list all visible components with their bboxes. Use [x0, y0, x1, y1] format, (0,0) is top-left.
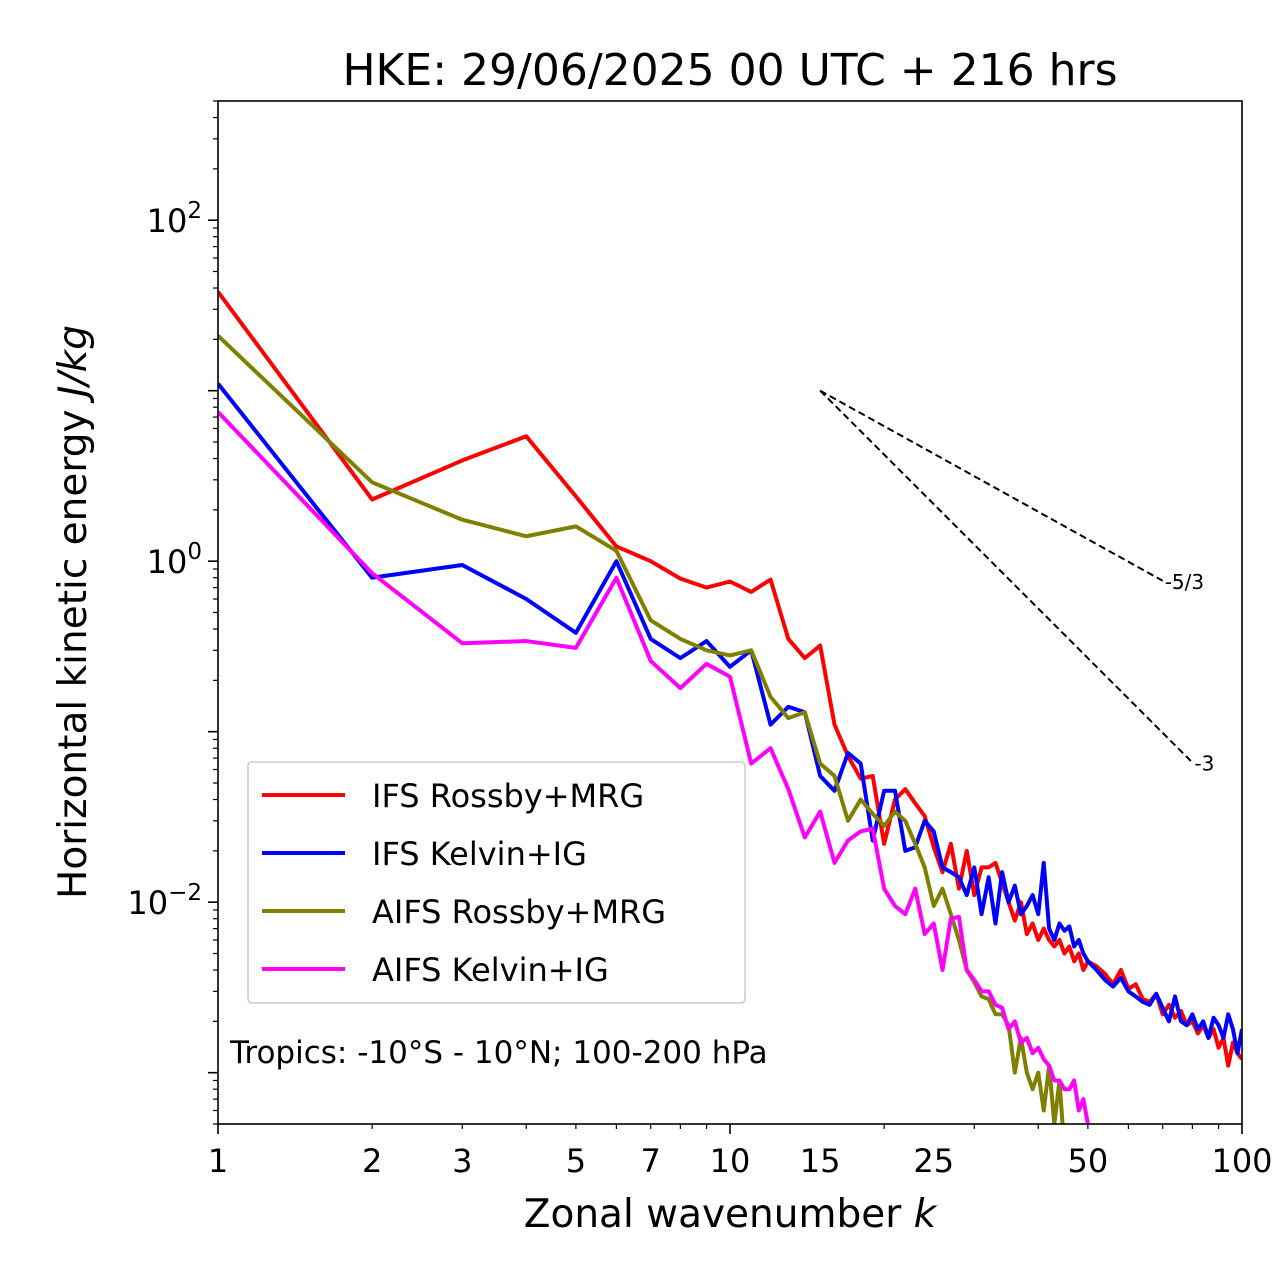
x-tick-label: 7 [641, 1142, 661, 1180]
x-tick-label: 15 [800, 1142, 841, 1180]
series-line-4 [218, 410, 1090, 1124]
slope-label-2: -3 [1194, 752, 1214, 776]
region-annotation: Tropics: -10°S - 10°N; 100-200 hPa [229, 1035, 768, 1071]
slope-line-1 [819, 389, 1164, 582]
y-axis-label: Horizontal kinetic energy J/kg [51, 325, 96, 899]
series-line-3 [218, 334, 1065, 1124]
x-tick-label: 25 [913, 1142, 954, 1180]
x-tick-label: 3 [452, 1142, 472, 1180]
slope-line-2 [819, 389, 1194, 764]
legend-label-4: AIFS Kelvin+IG [372, 951, 609, 989]
x-tick-label: 5 [566, 1142, 586, 1180]
axis-ticks: 1 2 3 5 7 10 15 25 50 100 102 100 10−2 [127, 100, 1273, 1180]
legend-label-3: AIFS Rossby+MRG [372, 893, 666, 931]
reference-slopes: -5/3 -3 [819, 389, 1214, 776]
x-tick-label: 1 [208, 1142, 228, 1180]
y-tick-label: 102 [147, 198, 202, 240]
series-layer [218, 290, 1242, 1124]
x-tick-label: 10 [710, 1142, 751, 1180]
y-tick-label: 100 [147, 539, 202, 581]
x-axis-label: Zonal wavenumber k [524, 1192, 938, 1237]
series-line-2 [218, 382, 1242, 1056]
x-tick-label: 100 [1211, 1142, 1272, 1180]
legend-entries: IFS Rossby+MRG IFS Kelvin+IG AIFS Rossby+M… [262, 777, 666, 989]
legend-box [247, 761, 746, 1004]
legend: IFS Rossby+MRG IFS Kelvin+IG AIFS Rossby+M… [247, 761, 746, 1004]
x-tick-label: 2 [362, 1142, 382, 1180]
slope-label-1: -5/3 [1165, 570, 1204, 594]
y-tick-label: 10−2 [127, 880, 202, 922]
legend-label-1: IFS Rossby+MRG [372, 777, 644, 815]
x-tick-label: 50 [1068, 1142, 1109, 1180]
legend-label-2: IFS Kelvin+IG [372, 835, 587, 873]
chart-title: HKE: 29/06/2025 00 UTC + 216 hrs [342, 45, 1117, 96]
